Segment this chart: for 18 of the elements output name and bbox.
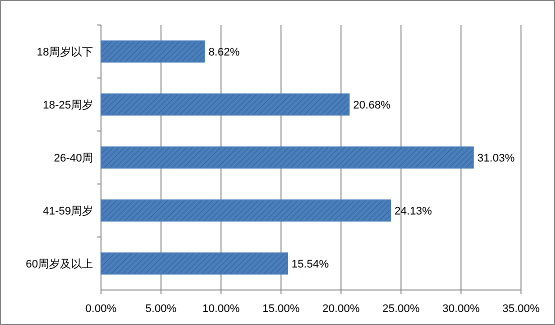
x-tick-label: 15.00% <box>262 303 300 315</box>
y-tick-label: 18-25周岁 <box>42 100 93 112</box>
y-tick-label: 60周岁及以上 <box>26 258 93 270</box>
y-tick-label: 18周岁以下 <box>36 46 93 58</box>
data-label: 24.13% <box>394 206 432 218</box>
x-tick-label: 0.00% <box>85 303 117 315</box>
x-tick-label: 30.00% <box>442 303 480 315</box>
data-label: 8.62% <box>208 46 240 58</box>
data-label: 15.54% <box>291 258 330 270</box>
data-label: 20.68% <box>353 100 391 112</box>
x-tick-label: 5.00% <box>145 303 177 315</box>
data-label: 31.03% <box>477 152 515 164</box>
x-tick-label: 20.00% <box>322 303 360 315</box>
x-tick-label: 35.00% <box>502 303 540 315</box>
x-tick-label: 10.00% <box>202 303 240 315</box>
y-tick-label: 26-40周 <box>54 152 93 164</box>
x-tick-label: 25.00% <box>382 303 420 315</box>
y-tick-label: 41-59周岁 <box>42 206 93 218</box>
